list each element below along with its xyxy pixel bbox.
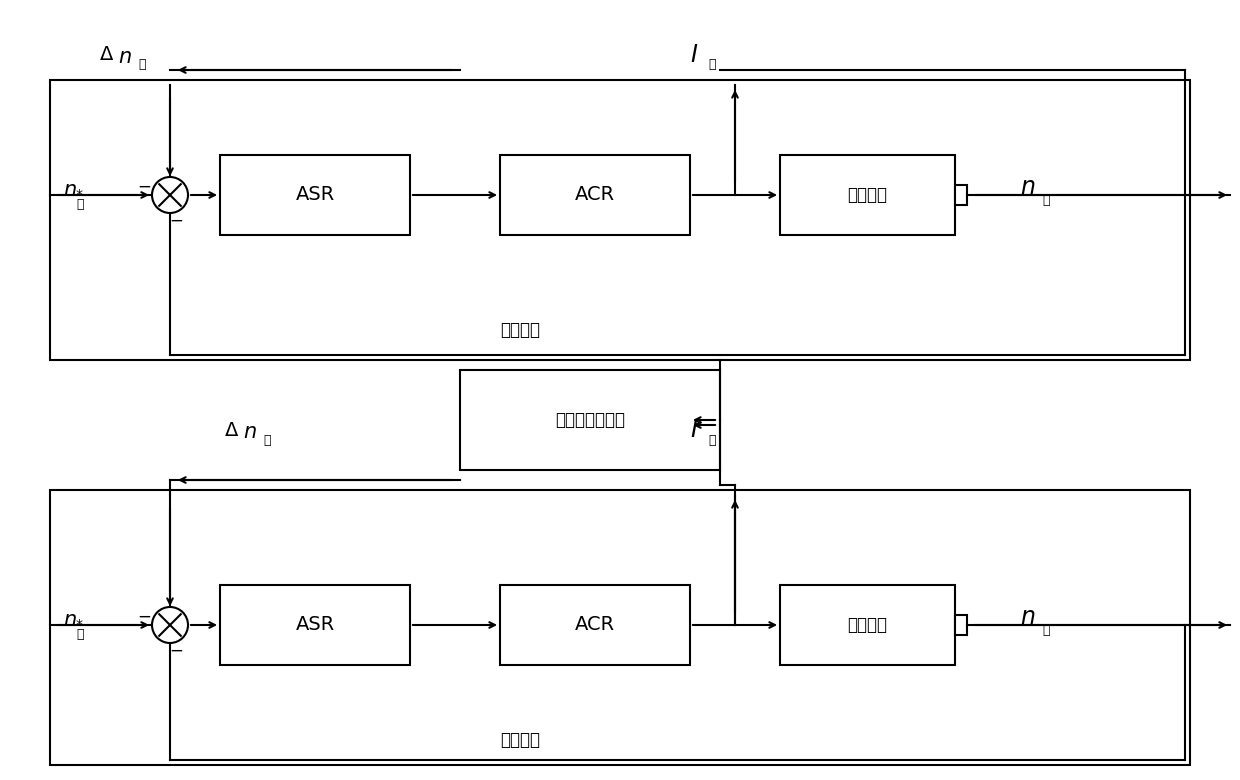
Text: 下: 下 <box>263 434 270 446</box>
Bar <box>219 585 410 665</box>
Text: 上: 上 <box>138 58 145 72</box>
Text: 上辊电机: 上辊电机 <box>847 186 888 204</box>
Text: ACR: ACR <box>575 615 615 634</box>
Text: *: * <box>76 188 83 202</box>
Bar <box>500 585 689 665</box>
Text: $n$: $n$ <box>63 180 77 200</box>
Text: −: − <box>138 608 151 626</box>
Circle shape <box>153 177 188 213</box>
Text: $n$: $n$ <box>63 610 77 630</box>
Bar <box>955 185 967 205</box>
Text: 反馈系数: 反馈系数 <box>500 321 539 339</box>
Text: $n$: $n$ <box>118 47 131 67</box>
Text: 上: 上 <box>76 198 83 211</box>
Text: $n$: $n$ <box>243 422 257 442</box>
Bar <box>50 80 1190 360</box>
Bar <box>955 615 967 635</box>
Bar <box>50 490 1190 765</box>
Text: 下: 下 <box>708 434 715 446</box>
Text: $n$: $n$ <box>1021 605 1035 629</box>
Text: 下: 下 <box>76 629 83 641</box>
Text: −: − <box>169 212 184 230</box>
Bar <box>780 155 955 235</box>
Text: ACR: ACR <box>575 186 615 204</box>
Text: −: − <box>169 642 184 660</box>
Text: $I$: $I$ <box>689 418 698 442</box>
Text: 上: 上 <box>708 58 715 72</box>
Text: $n$: $n$ <box>1021 175 1035 199</box>
Text: ASR: ASR <box>295 615 335 634</box>
Text: 反馈系数: 反馈系数 <box>500 731 539 749</box>
Text: 下: 下 <box>1042 623 1049 636</box>
Text: $I$: $I$ <box>689 43 698 67</box>
Bar <box>500 155 689 235</box>
Text: Δ: Δ <box>224 420 238 439</box>
Text: 下辊电机: 下辊电机 <box>847 616 888 634</box>
Text: *: * <box>76 618 83 632</box>
Circle shape <box>153 607 188 643</box>
Text: ASR: ASR <box>295 186 335 204</box>
Bar <box>460 370 720 470</box>
Text: −: − <box>138 178 151 196</box>
Text: 上: 上 <box>1042 193 1049 207</box>
Text: 负荷平衡控制器: 负荷平衡控制器 <box>556 411 625 429</box>
Text: Δ: Δ <box>100 45 113 65</box>
Bar <box>780 585 955 665</box>
Bar <box>219 155 410 235</box>
